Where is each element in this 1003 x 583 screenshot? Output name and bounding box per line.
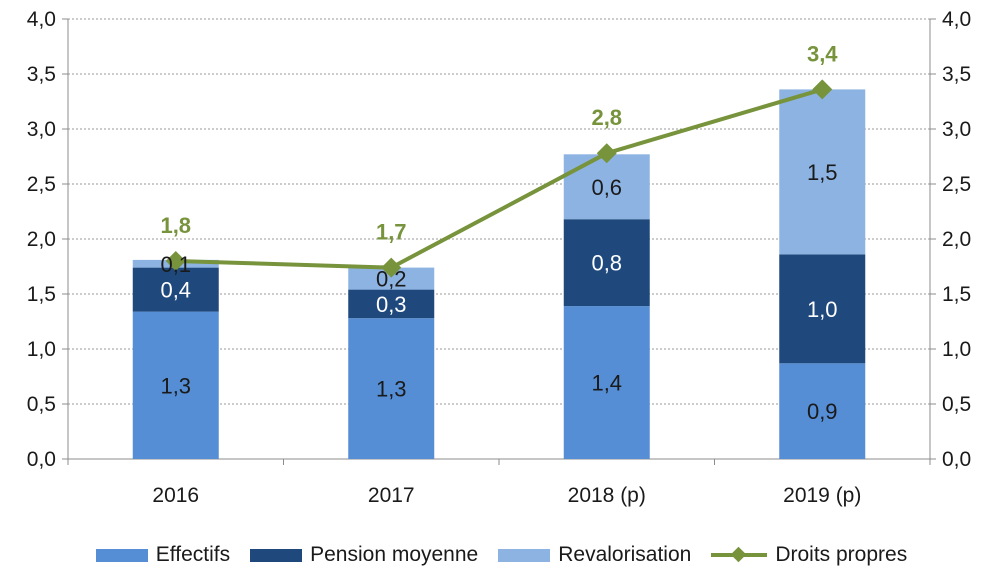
bar-data-label: 1,3 xyxy=(376,377,407,402)
bar-data-label: 0,1 xyxy=(160,252,191,277)
line-marker xyxy=(381,257,402,278)
x-tick-label: 2016 xyxy=(152,484,199,507)
bar-data-label: 0,2 xyxy=(376,267,407,292)
bar-segment xyxy=(132,311,219,459)
y2-tick-label: 2,0 xyxy=(942,228,971,251)
y2-tick-label: 3,0 xyxy=(942,118,971,141)
line-data-label: 1,8 xyxy=(160,213,191,238)
y2-tick-label: 0,0 xyxy=(942,448,971,471)
legend-swatch-effectifs xyxy=(95,548,148,562)
legend-item-droits-propres: Droits propres xyxy=(711,543,907,567)
bar-data-label: 0,8 xyxy=(591,251,622,276)
line-marker xyxy=(165,251,186,271)
y2-tick-label: 4,0 xyxy=(942,8,971,31)
bar-data-label: 1,5 xyxy=(807,160,838,185)
bar-data-label: 1,0 xyxy=(807,297,838,322)
bar-data-label: 0,3 xyxy=(376,292,407,317)
legend-label-pension-moyenne: Pension moyenne xyxy=(310,543,479,566)
x-tick-label: 2018 (p) xyxy=(568,484,646,507)
bar-data-label: 1,3 xyxy=(160,373,191,398)
bar-segment xyxy=(563,154,650,220)
y-tick-label: 1,0 xyxy=(27,338,56,361)
y2-tick-label: 0,5 xyxy=(942,393,971,416)
diamond-icon xyxy=(731,546,747,563)
y-tick-label: 1,5 xyxy=(27,283,56,306)
line-marker xyxy=(596,143,617,164)
line-data-label: 2,8 xyxy=(591,105,622,130)
y2-tick-label: 2,5 xyxy=(942,173,971,196)
bar-data-label: 1,4 xyxy=(591,371,622,396)
data-labels: 1,3 0,40,1 1,3 0,30,2 1,4 0,8 0,6 0,9 1,0 1,5 1,8 1… xyxy=(160,41,838,424)
y-tick-label: 3,5 xyxy=(27,63,56,86)
y-tick-label: 0,0 xyxy=(27,448,56,471)
bar-segment xyxy=(132,267,219,312)
y2-tick-label: 1,0 xyxy=(942,338,971,361)
legend-item-effectifs: Effectifs xyxy=(95,543,231,567)
legend-item-pension-moyenne: Pension moyenne xyxy=(250,543,478,567)
legend-label-effectifs: Effectifs xyxy=(155,543,231,566)
legend-label-revalorisation: Revalorisation xyxy=(558,543,692,566)
bar-segment xyxy=(779,363,866,459)
series-line xyxy=(175,87,823,270)
bar-segment xyxy=(348,318,435,459)
y-tick-label: 0,5 xyxy=(27,393,56,416)
line-marker xyxy=(812,79,833,100)
y2-tick-label: 3,5 xyxy=(942,63,971,86)
legend-swatch-pension-moyenne xyxy=(250,548,303,562)
y2-tick-label: 1,5 xyxy=(942,283,971,306)
bar-segment xyxy=(779,254,866,364)
line-series xyxy=(165,79,833,278)
legend-label-droits-propres: Droits propres xyxy=(775,543,908,566)
axes: 0,0 0,0 0,5 0,5 1,0 1,0 1,5 1,5 2,0 2,0 2,5 2,5 3,0 3… xyxy=(27,8,971,507)
x-tick-label: 2017 xyxy=(368,484,415,507)
legend: Effectifs Pension moyenne Revalorisation… xyxy=(0,538,1003,572)
x-tick-label: 2019 (p) xyxy=(783,484,861,507)
line-data-label: 1,7 xyxy=(376,220,407,245)
legend-swatch-revalorisation xyxy=(498,548,551,562)
legend-item-revalorisation: Revalorisation xyxy=(498,543,691,567)
y-tick-label: 3,0 xyxy=(27,118,56,141)
bar-segment xyxy=(348,267,435,290)
bars xyxy=(132,89,866,459)
y-tick-label: 2,0 xyxy=(27,228,56,251)
bar-segment xyxy=(348,289,435,319)
bar-segment xyxy=(779,89,866,255)
bar-segment xyxy=(563,306,650,459)
legend-swatch-droits-propres xyxy=(711,546,768,563)
bar-data-label: 0,9 xyxy=(807,399,838,424)
y-tick-label: 4,0 xyxy=(27,8,56,31)
bar-data-label: 0,4 xyxy=(160,278,191,303)
bar-data-label: 0,6 xyxy=(591,175,622,200)
bar-segment xyxy=(563,219,650,307)
y-tick-label: 2,5 xyxy=(27,173,56,196)
chart: 0,0 0,0 0,5 0,5 1,0 1,0 1,5 1,5 2,0 2,0 2,5 2,5 3,0 3… xyxy=(27,8,971,507)
line-data-label: 3,4 xyxy=(807,41,838,66)
